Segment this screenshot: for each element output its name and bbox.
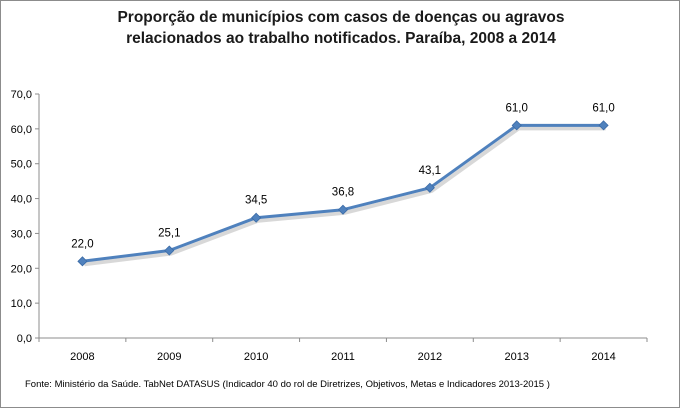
- chart-title-line-1: Proporção de municípios com casos de doe…: [117, 9, 565, 26]
- series-layer: [77, 120, 609, 267]
- data-label: 34,5: [245, 195, 267, 207]
- data-label: 22,0: [71, 238, 93, 250]
- data-point-marker: [424, 182, 435, 193]
- x-tick-label: 2008: [70, 351, 94, 363]
- data-label: 61,0: [506, 102, 528, 114]
- chart-title: Proporção de municípios com casos de doe…: [41, 7, 641, 49]
- source-note: Fonte: Ministério da Saúde. TabNet DATAS…: [25, 379, 550, 390]
- data-label: 43,1: [419, 165, 441, 177]
- data-point-marker: [164, 245, 175, 256]
- x-tick-label: 2013: [504, 351, 528, 363]
- x-tick-label: 2011: [331, 351, 355, 363]
- data-point-marker: [77, 256, 88, 267]
- y-tick-label: 0,0: [17, 333, 32, 345]
- data-label: 36,8: [332, 187, 354, 199]
- y-tick-label: 60,0: [11, 124, 32, 136]
- data-point-marker: [511, 120, 522, 131]
- x-tick-label: 2009: [157, 351, 181, 363]
- y-tick-label: 30,0: [11, 228, 32, 240]
- y-tick-label: 10,0: [11, 298, 32, 310]
- data-label: 25,1: [158, 228, 180, 240]
- data-point-marker: [598, 120, 609, 131]
- axes: 0,0 10,0 20,0 30,0 40,0 50,0 60,0 70,0 2008 2009 2…: [11, 89, 648, 363]
- data-label: 61,0: [592, 102, 614, 114]
- y-tick-label: 20,0: [11, 263, 32, 275]
- data-point-marker: [337, 204, 349, 215]
- chart-title-line-2: relacionados ao trabalho notificados. Pa…: [126, 30, 556, 47]
- y-tick-label: 50,0: [11, 159, 32, 171]
- x-tick-label: 2014: [591, 351, 615, 363]
- data-labels: 22,0 25,1 34,5 36,8 43,1 61,0 61,0: [71, 102, 615, 250]
- x-tick-label: 2012: [418, 351, 442, 363]
- y-tick-label: 40,0: [11, 194, 32, 206]
- y-tick-label: 70,0: [11, 89, 32, 101]
- x-tick-label: 2010: [244, 351, 268, 363]
- data-point-marker: [251, 212, 262, 223]
